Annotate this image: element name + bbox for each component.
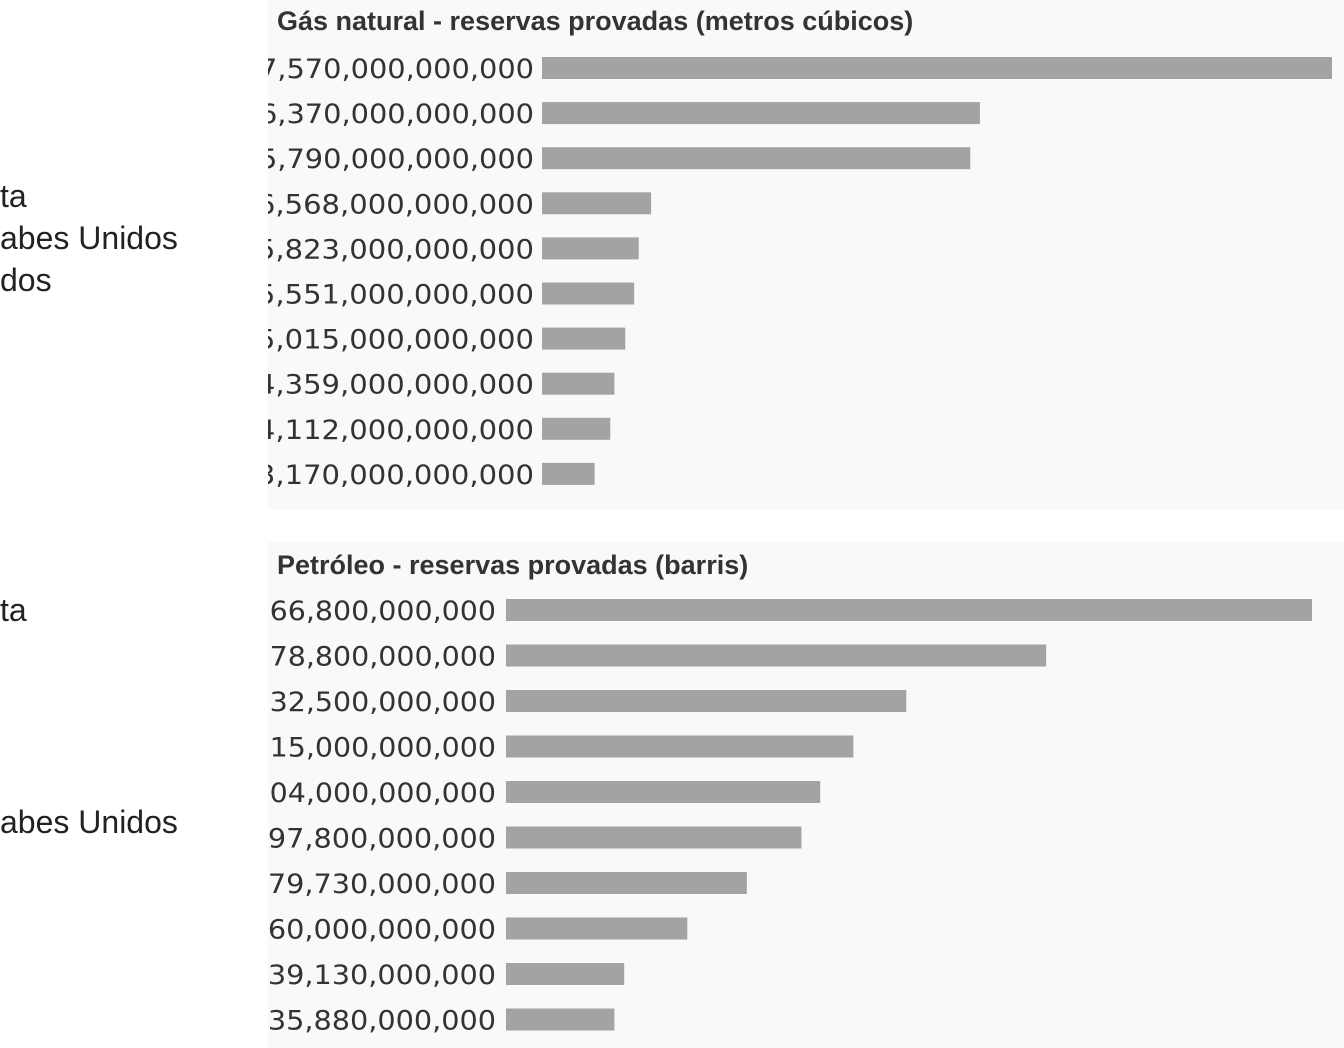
country-label-fragment: ta bbox=[0, 592, 27, 628]
value-label: 25,790,000,000,000 bbox=[268, 144, 534, 175]
value-label: 97,800,000,000 bbox=[268, 824, 496, 855]
bar bbox=[542, 57, 1332, 79]
bar bbox=[506, 599, 1312, 621]
value-label: 5,551,000,000,000 bbox=[268, 280, 534, 311]
chart-title: Gás natural - reservas provadas (metros … bbox=[277, 6, 914, 36]
bar bbox=[542, 372, 615, 395]
value-label: 132,500,000,000 bbox=[268, 687, 496, 718]
value-label: 266,800,000,000 bbox=[268, 596, 496, 627]
country-label-fragment: dos bbox=[0, 262, 52, 298]
value-label: 104,000,000,000 bbox=[268, 778, 496, 809]
natural-gas-chart: Gás natural - reservas provadas (metros … bbox=[268, 0, 1344, 510]
country-label-fragment: abes Unidos bbox=[0, 804, 178, 840]
bar bbox=[542, 102, 980, 125]
bar bbox=[506, 963, 625, 985]
value-label: 4,112,000,000,000 bbox=[268, 415, 534, 446]
value-label: 4,359,000,000,000 bbox=[268, 370, 534, 401]
value-label: 60,000,000,000 bbox=[268, 915, 496, 946]
bar bbox=[506, 690, 907, 712]
value-label: 5,015,000,000,000 bbox=[268, 325, 534, 356]
bar bbox=[542, 237, 639, 260]
bar bbox=[542, 327, 626, 350]
bar bbox=[542, 282, 635, 305]
value-label: 79,730,000,000 bbox=[268, 869, 496, 900]
bar bbox=[542, 462, 595, 485]
bar bbox=[506, 735, 854, 758]
value-label: 5,823,000,000,000 bbox=[268, 234, 534, 265]
petroleum-chart: Petróleo - reservas provadas (barris) 26… bbox=[268, 542, 1344, 1048]
value-label: 115,000,000,000 bbox=[268, 733, 496, 764]
bar bbox=[506, 781, 821, 803]
country-label-fragment: ta bbox=[0, 178, 27, 214]
bar bbox=[506, 872, 747, 894]
bar bbox=[542, 417, 611, 440]
value-label: 6,568,000,000,000 bbox=[268, 189, 534, 220]
value-label: 26,370,000,000,000 bbox=[268, 99, 534, 130]
bar bbox=[506, 826, 802, 849]
bar bbox=[506, 917, 688, 940]
natural-gas-bars: 47,570,000,000,000 26,370,000,000,000 25,7… bbox=[268, 54, 1332, 491]
value-label: 3,170,000,000,000 bbox=[268, 460, 534, 491]
bar bbox=[506, 644, 1047, 667]
bar bbox=[506, 1008, 615, 1031]
value-label: 35,880,000,000 bbox=[268, 1006, 496, 1037]
bar bbox=[542, 147, 971, 170]
country-label-fragment: abes Unidos bbox=[0, 220, 178, 256]
value-label: 47,570,000,000,000 bbox=[268, 54, 534, 85]
chart-title: Petróleo - reservas provadas (barris) bbox=[277, 550, 749, 580]
petroleum-bars: 266,800,000,000 178,800,000,000 132,500,00… bbox=[268, 596, 1312, 1037]
value-label: 39,130,000,000 bbox=[268, 960, 496, 991]
bar bbox=[542, 192, 652, 215]
value-label: 178,800,000,000 bbox=[268, 642, 496, 673]
